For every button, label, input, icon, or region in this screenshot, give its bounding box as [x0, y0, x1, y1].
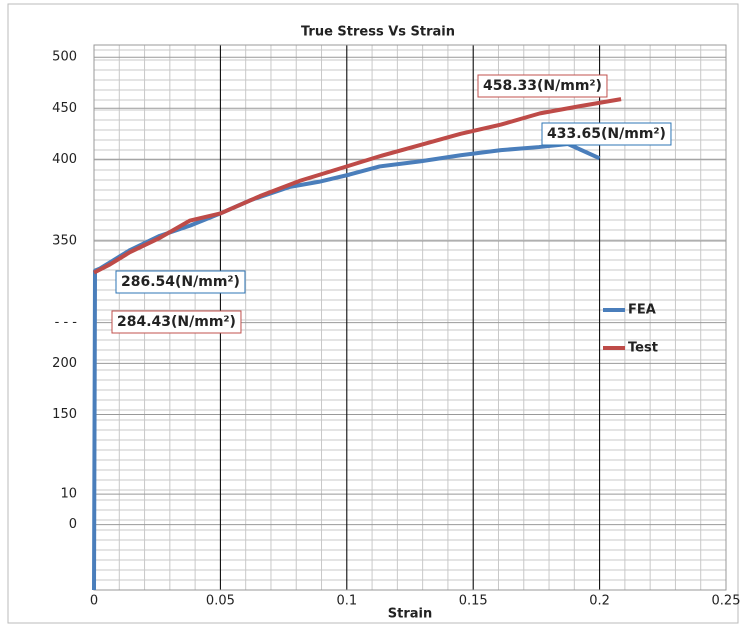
legend-label: Test: [628, 341, 658, 356]
annotation: 433.65(N/mm²): [547, 126, 666, 142]
annotation-box: [541, 122, 672, 146]
y-tick-label: - - -: [55, 315, 78, 330]
x-axis-label: Strain: [388, 607, 432, 622]
annotation-box: [111, 310, 242, 334]
y-tick-label: 150: [52, 407, 77, 422]
y-tick-label: 500: [52, 50, 77, 65]
annotation: 458.33(N/mm²): [483, 78, 602, 94]
annotation: 286.54(N/mm²): [121, 274, 240, 290]
annotation-box: [115, 270, 246, 294]
x-tick-label: 0.05: [206, 594, 235, 609]
y-tick-label: 350: [52, 233, 77, 248]
annotation-box: [477, 74, 608, 98]
y-tick-label: 0: [69, 517, 77, 532]
legend-label: FEA: [628, 303, 656, 318]
y-tick-label: 200: [52, 356, 77, 371]
x-tick-label: 0.2: [589, 594, 610, 609]
x-tick-label: 0: [90, 594, 98, 609]
x-tick-label: 0.15: [459, 594, 488, 609]
series-line: [93, 97, 622, 275]
y-tick-label: 400: [52, 152, 77, 167]
y-tick-label: 10: [60, 487, 77, 502]
x-tick-label: 0.25: [712, 594, 741, 609]
x-tick-label: 0.1: [336, 594, 357, 609]
annotation: 284.43(N/mm²): [117, 314, 236, 330]
chart-title: True Stress Vs Strain: [301, 25, 455, 40]
y-tick-label: 450: [52, 101, 77, 116]
